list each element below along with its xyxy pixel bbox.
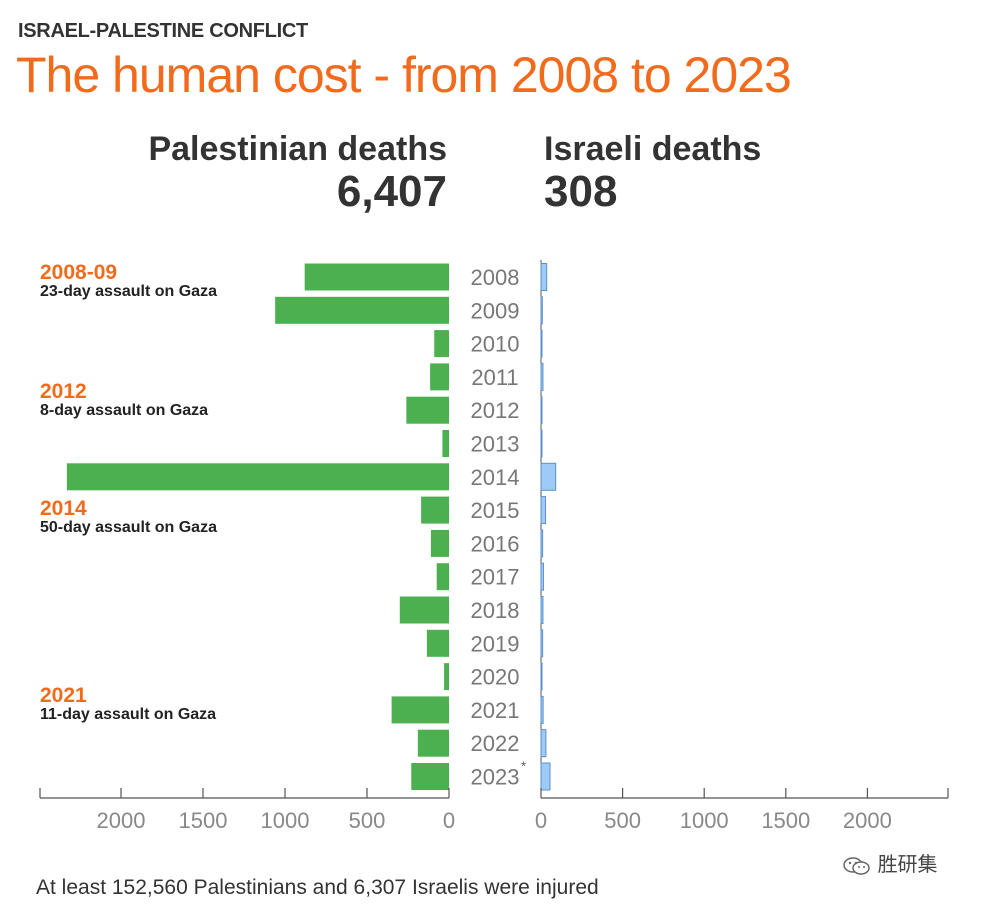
year-label-2008: 2008 [471,265,520,290]
palestinian-bar-2009 [275,296,449,324]
annotation-year: 2021 [40,684,87,707]
injuries-footnote: At least 152,560 Palestinians and 6,307 … [36,876,599,899]
year-label-2009: 2009 [471,298,520,323]
israeli-x-tick-label: 500 [604,808,641,833]
israeli-bar-2019 [540,629,544,658]
israeli-bar-2015 [540,496,547,525]
palestinian-bar-2020 [444,663,449,691]
palestinian-bar-2010 [434,330,449,358]
annotation-2021: 2021 11-day assault on Gaza [40,684,217,724]
annotation-year: 2014 [40,497,87,520]
israeli-bar-2014 [540,462,557,491]
israeli-bar-2009 [540,296,543,325]
israeli-bar-2023 [540,762,551,791]
israeli-bar-2022 [540,729,547,758]
year-label-2018: 2018 [471,598,520,623]
annotation-2014: 2014 50-day assault on Gaza [40,497,217,537]
palestinian-bar-2013 [442,430,449,457]
israeli-bar-2008 [540,263,548,291]
palestinian-bar-2021 [391,696,449,724]
palestinian-bar-2022 [417,729,449,757]
palestinian-x-tick-label: 1000 [261,808,310,833]
annotation-2008-09: 2008-09 23-day assault on Gaza [40,261,217,301]
year-label-2022: 2022 [471,731,520,756]
palestinian-bar-2019 [426,629,449,657]
israeli-bar-2011 [540,362,544,391]
palestinian-bar-2017 [436,563,449,591]
year-label-2021: 2021 [471,698,520,723]
israeli-x-tick-label: 0 [535,808,547,833]
chart-title: The human cost - from 2008 to 2023 [16,47,792,103]
israeli-deaths-label: Israeli deaths [544,130,762,168]
palestinian-x-tick-label: 2000 [97,808,146,833]
palestinian-x-tick-label: 0 [443,808,455,833]
butterfly-bar-chart: 2008 2009 2010 2011 2012 2013 2014 2015 2016 2017… [39,260,949,833]
year-label-2019: 2019 [471,631,520,656]
israeli-bar-2017 [540,562,544,591]
palestinian-bar-2016 [430,529,449,557]
chart-kicker: ISRAEL-PALESTINE CONFLICT [18,20,308,42]
watermark-text: 胜研集 [877,854,938,876]
year-label-2013: 2013 [471,432,520,457]
israeli-total-block: Israeli deaths 308 [544,128,761,214]
palestinian-deaths-total: 6,407 [336,167,447,216]
israeli-bar-2021 [540,695,544,724]
palestinian-bar-2018 [399,596,449,624]
israeli-bar-2018 [540,596,544,624]
year-label-2023: 2023 [471,765,520,790]
palestinian-bar-2023 [411,763,449,790]
annotation-text: 8-day assault on Gaza [40,402,209,419]
year-label-2012: 2012 [471,398,520,423]
annotation-year: 2008-09 [40,261,118,284]
annotation-year: 2012 [40,380,87,403]
annotation-text: 50-day assault on Gaza [40,519,217,536]
watermark: 胜研集 [842,848,938,877]
israeli-bar-2013 [540,429,543,458]
year-label-2016: 2016 [471,531,520,556]
wechat-icon [843,856,870,875]
israeli-bar-2016 [540,529,544,558]
palestinian-bar-2015 [421,496,449,524]
palestinian-bar-2012 [406,396,449,424]
year-footnote-mark: * [521,759,526,774]
israeli-deaths-total: 308 [544,167,618,216]
annotation-text: 23-day assault on Gaza [40,283,217,300]
year-label-2014: 2014 [471,465,520,490]
palestinian-total-block: Palestinian deaths 6,407 [148,128,447,214]
palestinian-bar-2008 [304,263,449,291]
palestinian-x-tick-label: 1500 [179,808,228,833]
israeli-bar-2010 [540,329,543,358]
annotation-text: 11-day assault on Gaza [40,706,217,723]
israeli-x-tick-label: 1000 [680,808,729,833]
year-label-2015: 2015 [471,498,520,523]
year-label-2020: 2020 [471,665,520,690]
israeli-x-tick-label: 2000 [843,808,892,833]
israeli-x-tick-label: 1500 [761,808,810,833]
year-label-2010: 2010 [471,332,520,357]
palestinian-x-tick-label: 500 [349,808,386,833]
year-label-2011: 2011 [471,365,518,390]
israeli-bar-2012 [540,396,543,425]
israeli-bar-2020 [540,662,543,691]
year-label-2017: 2017 [471,565,520,590]
annotation-2012: 2012 8-day assault on Gaza [40,380,209,420]
palestinian-bar-2011 [430,363,449,391]
palestinian-bar-2014 [66,463,449,491]
palestinian-deaths-label: Palestinian deaths [148,130,447,168]
